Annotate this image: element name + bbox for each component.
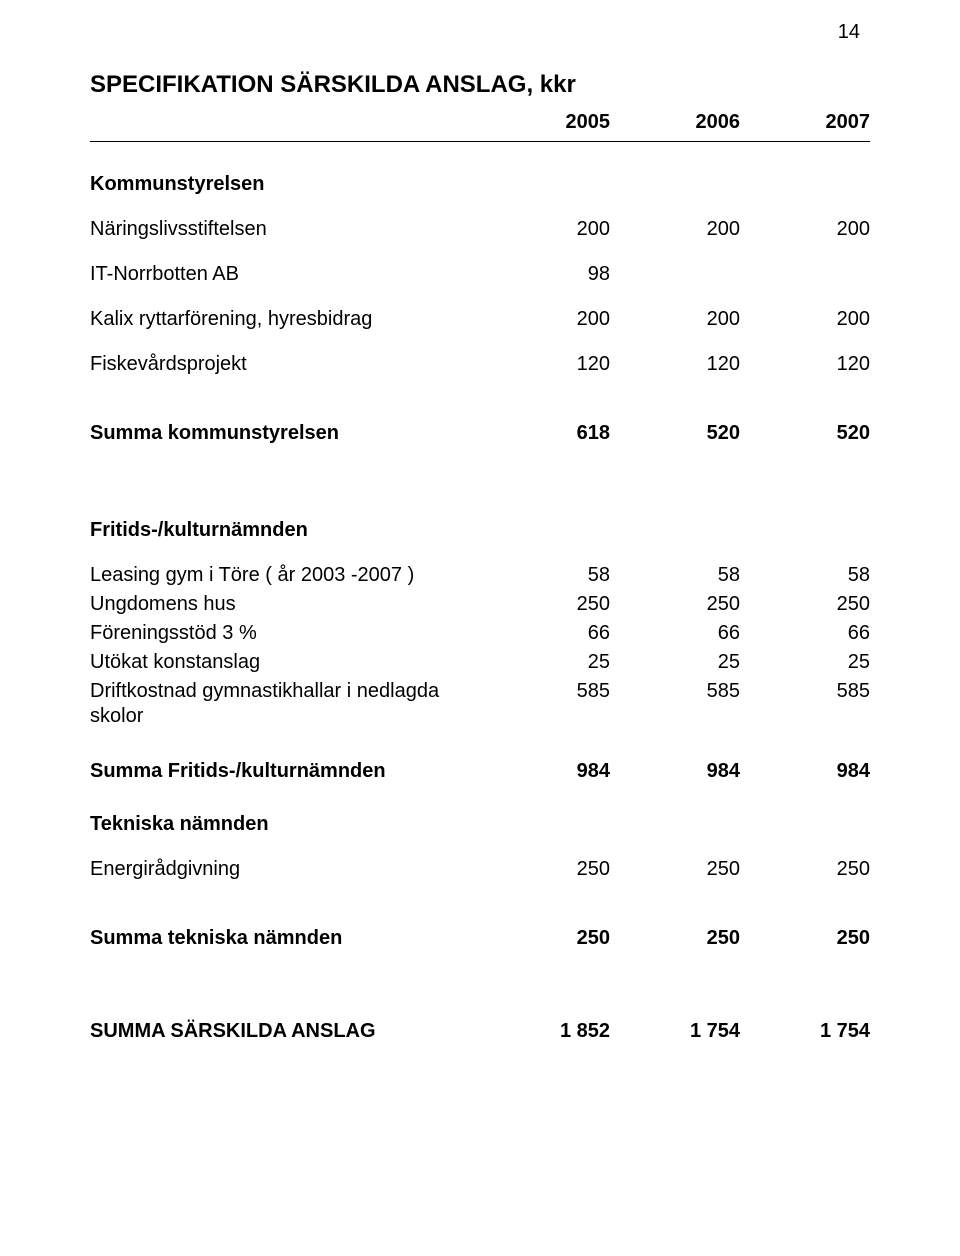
table-row: Utökat konstanslag 25 25 25 <box>90 650 870 675</box>
section-heading-tekniska: Tekniska nämnden <box>90 812 870 837</box>
col-header-2007: 2007 <box>800 110 870 135</box>
grand-total-value: 1 754 <box>740 1019 870 1044</box>
sum-value: 618 <box>480 421 610 446</box>
document-title: SPECIFIKATION SÄRSKILDA ANSLAG, kkr <box>90 70 870 100</box>
row-value: 58 <box>480 563 610 588</box>
grand-total-value: 1 754 <box>610 1019 740 1044</box>
row-value: 200 <box>610 217 740 242</box>
row-value: 250 <box>740 857 870 882</box>
grand-total-value: 1 852 <box>480 1019 610 1044</box>
row-value: 25 <box>740 650 870 675</box>
row-value: 98 <box>480 262 610 287</box>
row-label: Föreningsstöd 3 % <box>90 621 480 646</box>
sum-row-fritids: Summa Fritids-/kulturnämnden 984 984 984 <box>90 759 870 784</box>
row-value: 58 <box>610 563 740 588</box>
row-value: 25 <box>480 650 610 675</box>
table-row: Leasing gym i Töre ( år 2003 -2007 ) 58 … <box>90 563 870 588</box>
table-row: Näringslivsstiftelsen 200 200 200 <box>90 217 870 242</box>
sum-value: 250 <box>480 926 610 951</box>
row-value: 66 <box>480 621 610 646</box>
row-value: 250 <box>480 857 610 882</box>
row-label: Fiskevårdsprojekt <box>90 352 480 377</box>
row-label: Utökat konstanslag <box>90 650 480 675</box>
row-value: 66 <box>610 621 740 646</box>
section-heading-kommunstyrelsen: Kommunstyrelsen <box>90 172 870 197</box>
spacer <box>90 466 870 490</box>
table-row: IT-Norrbotten AB 98 <box>90 262 870 287</box>
row-label: Ungdomens hus <box>90 592 480 617</box>
row-value: 25 <box>610 650 740 675</box>
row-value: 120 <box>610 352 740 377</box>
sum-value: 250 <box>610 926 740 951</box>
row-value: 120 <box>480 352 610 377</box>
row-value: 200 <box>480 217 610 242</box>
sum-row-kommunstyrelsen: Summa kommunstyrelsen 618 520 520 <box>90 421 870 446</box>
row-value: 58 <box>740 563 870 588</box>
spacer <box>90 995 870 1019</box>
page-number: 14 <box>838 20 860 45</box>
section-heading-fritids: Fritids-/kulturnämnden <box>90 518 870 543</box>
spacer <box>90 902 870 926</box>
row-value: 200 <box>610 307 740 332</box>
spacer <box>90 749 870 759</box>
grand-total-label: SUMMA SÄRSKILDA ANSLAG <box>90 1019 480 1044</box>
row-value: 250 <box>610 592 740 617</box>
row-label: Näringslivsstiftelsen <box>90 217 480 242</box>
sum-value: 520 <box>610 421 740 446</box>
row-value: 200 <box>740 217 870 242</box>
spacer <box>90 971 870 995</box>
table-row: Fiskevårdsprojekt 120 120 120 <box>90 352 870 377</box>
row-label: Energirådgivning <box>90 857 480 882</box>
row-value: 250 <box>610 857 740 882</box>
row-label: Leasing gym i Töre ( år 2003 -2007 ) <box>90 563 480 588</box>
table-row: Driftkostnad gymnastikhallar i nedlagda … <box>90 679 870 729</box>
sum-value: 984 <box>740 759 870 784</box>
row-value: 585 <box>740 679 870 704</box>
sum-value: 250 <box>740 926 870 951</box>
col-header-2006: 2006 <box>670 110 740 135</box>
sum-label: Summa Fritids-/kulturnämnden <box>90 759 480 784</box>
sum-value: 984 <box>480 759 610 784</box>
row-value: 585 <box>480 679 610 704</box>
row-label: Driftkostnad gymnastikhallar i nedlagda … <box>90 679 480 729</box>
sum-label: Summa kommunstyrelsen <box>90 421 480 446</box>
row-label: IT-Norrbotten AB <box>90 262 480 287</box>
row-value: 250 <box>740 592 870 617</box>
row-label: Kalix ryttarförening, hyresbidrag <box>90 307 480 332</box>
row-value: 120 <box>740 352 870 377</box>
row-value: 585 <box>610 679 740 704</box>
page: 14 SPECIFIKATION SÄRSKILDA ANSLAG, kkr 2… <box>0 0 960 1256</box>
table-row: Energirådgivning 250 250 250 <box>90 857 870 882</box>
spacer <box>90 397 870 421</box>
row-value: 250 <box>480 592 610 617</box>
col-header-2005: 2005 <box>540 110 610 135</box>
table-row: Kalix ryttarförening, hyresbidrag 200 20… <box>90 307 870 332</box>
grand-total-row: SUMMA SÄRSKILDA ANSLAG 1 852 1 754 1 754 <box>90 1019 870 1044</box>
table-row: Ungdomens hus 250 250 250 <box>90 592 870 617</box>
sum-label: Summa tekniska nämnden <box>90 926 480 951</box>
sum-value: 984 <box>610 759 740 784</box>
row-value: 66 <box>740 621 870 646</box>
column-header-row: 2005 2006 2007 <box>90 110 870 142</box>
table-row: Föreningsstöd 3 % 66 66 66 <box>90 621 870 646</box>
sum-value: 520 <box>740 421 870 446</box>
sum-row-tekniska: Summa tekniska nämnden 250 250 250 <box>90 926 870 951</box>
row-value: 200 <box>740 307 870 332</box>
row-value: 200 <box>480 307 610 332</box>
